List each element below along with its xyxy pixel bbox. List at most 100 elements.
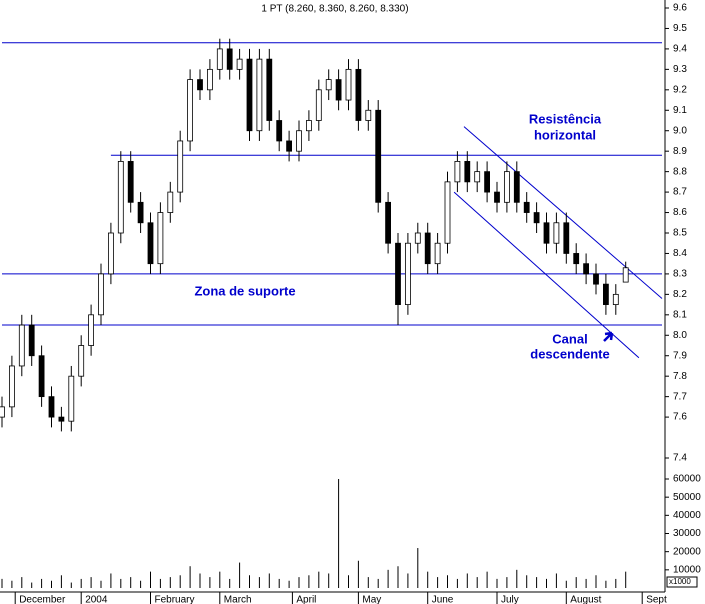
candle-body — [484, 171, 491, 193]
y-tick-label: 9.4 — [673, 44, 687, 55]
candle-body — [622, 267, 629, 283]
x-tick-label: December — [19, 595, 66, 604]
annotation: descendente — [530, 346, 609, 361]
candle-body — [206, 68, 213, 91]
candle-body — [18, 324, 25, 367]
y-tick-label: 8.8 — [673, 166, 687, 177]
annotation: Zona de suporte — [194, 283, 295, 298]
candle-body — [573, 253, 580, 265]
candle-body — [523, 201, 530, 213]
candle-body — [474, 171, 481, 183]
candle-body — [68, 375, 75, 422]
candle-body — [177, 140, 184, 193]
x-tick-label: Sept — [646, 595, 667, 604]
candle-body — [167, 191, 174, 213]
y-tick-label: 8.0 — [673, 330, 687, 341]
candle-body — [404, 242, 411, 305]
x-tick-label: March — [224, 595, 252, 604]
candle-body — [503, 171, 510, 203]
candle-body — [375, 109, 382, 203]
candle-body — [127, 161, 134, 203]
y-tick-label: 8.6 — [673, 207, 687, 218]
candle-body — [98, 273, 104, 316]
y-tick-label: 8.1 — [673, 309, 687, 320]
candle-body — [345, 68, 352, 101]
candle-body — [236, 58, 243, 70]
candle-body — [0, 406, 5, 418]
y-tick-label: 7.6 — [673, 412, 687, 423]
candle-body — [286, 140, 293, 152]
x-tick-label: May — [362, 595, 381, 604]
candle-body — [603, 283, 609, 305]
reference-line — [453, 191, 640, 359]
annotation: Canal — [552, 331, 587, 346]
candle-body — [414, 232, 421, 244]
y-tick-label: 8.7 — [673, 187, 687, 198]
candle-body — [583, 263, 589, 275]
y-tick-label: 9.0 — [673, 125, 687, 136]
candle-body — [38, 355, 45, 398]
candle-body — [78, 345, 85, 377]
candle-body — [117, 161, 124, 234]
candle-body — [395, 242, 401, 305]
candle-body — [108, 232, 114, 275]
y-tick-label: 7.4 — [673, 453, 687, 464]
candle-body — [444, 181, 451, 244]
y-tick-label: 9.5 — [673, 23, 687, 34]
volume-tick-label: 50000 — [673, 492, 701, 503]
x-tick-label: April — [296, 595, 316, 604]
x-tick-label: August — [570, 595, 601, 604]
unit-box — [666, 576, 698, 588]
candle-body — [58, 416, 65, 422]
candle-body — [365, 109, 372, 121]
y-tick-label: 9.3 — [673, 64, 687, 75]
annotation: Resistência — [529, 111, 602, 126]
candle-body — [216, 48, 223, 70]
candle-body — [48, 396, 55, 418]
x-tick-label: June — [432, 595, 454, 604]
candle-body — [305, 120, 312, 132]
candle-body — [88, 314, 94, 346]
candle-body — [157, 212, 164, 265]
candle-body — [464, 161, 471, 183]
volume-tick-label: 60000 — [673, 474, 701, 485]
candle-body — [256, 58, 263, 132]
candle-body — [8, 365, 15, 408]
candle-body — [424, 232, 431, 265]
candle-body — [276, 120, 283, 142]
arrow — [603, 331, 614, 342]
y-tick-label: 8.4 — [673, 248, 687, 259]
candle-body — [355, 68, 362, 121]
chart-title: 1 PT (8.260, 8.360, 8.260, 8.330) — [261, 4, 408, 15]
y-tick-label: 7.7 — [673, 391, 687, 402]
candle-body — [197, 79, 203, 91]
candle-body — [296, 130, 302, 152]
candle-body — [593, 273, 599, 285]
candle-body — [137, 201, 144, 224]
volume-tick-label: 40000 — [673, 510, 701, 521]
candle-body — [315, 89, 322, 121]
y-tick-label: 8.2 — [673, 289, 687, 300]
candle-body — [513, 171, 520, 203]
candle-body — [454, 161, 461, 183]
y-tick-label: 7.9 — [673, 350, 687, 361]
candle-body — [434, 242, 441, 265]
reference-line — [463, 126, 663, 299]
x-tick-label: July — [501, 595, 519, 604]
candle-body — [28, 324, 35, 357]
candle-body — [612, 293, 619, 305]
candle-body — [147, 222, 154, 265]
candle-body — [226, 48, 233, 70]
y-tick-label: 8.3 — [673, 269, 687, 280]
x-tick-label: 2004 — [85, 595, 108, 604]
candle-body — [325, 79, 332, 91]
candle-body — [187, 79, 194, 142]
annotation: horizontal — [534, 127, 596, 142]
y-tick-label: 9.1 — [673, 105, 687, 116]
candle-body — [533, 212, 540, 224]
y-tick-label: 8.5 — [673, 228, 687, 239]
candle-body — [494, 191, 500, 203]
y-tick-label: 9.6 — [673, 3, 687, 14]
x-tick-label: February — [155, 595, 195, 604]
